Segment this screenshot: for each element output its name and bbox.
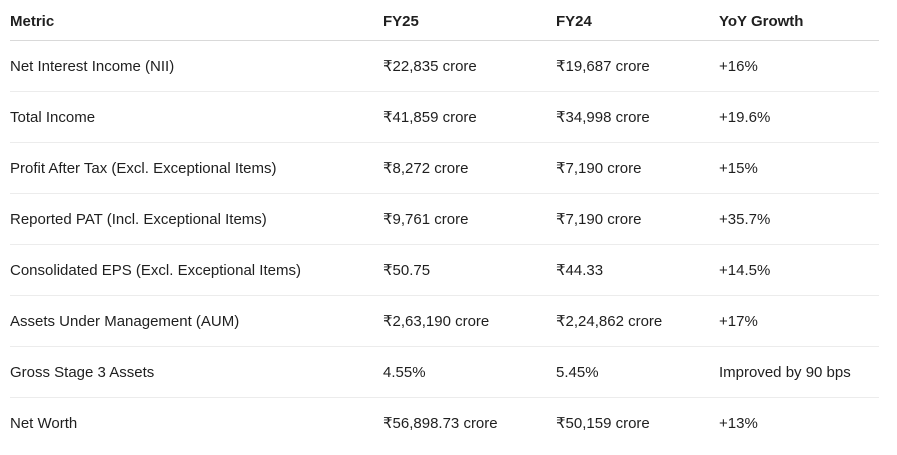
- table-row: Reported PAT (Incl. Exceptional Items) ₹…: [10, 194, 879, 245]
- fy25-cell: ₹50.75: [383, 262, 431, 279]
- yoy-growth-cell: +15%: [719, 159, 758, 177]
- table-row: Net Worth ₹56,898.73 crore ₹50,159 crore…: [10, 398, 879, 448]
- fy24-cell: ₹2,24,862 crore: [556, 313, 663, 330]
- yoy-growth-cell: +35.7%: [719, 210, 771, 228]
- fy24-cell: ₹44.33: [556, 262, 604, 279]
- yoy-growth-cell: +19.6%: [719, 108, 771, 126]
- fy25-cell: ₹8,272 crore: [383, 160, 469, 177]
- fy24-cell: 5.45%: [556, 363, 599, 381]
- table-row: Profit After Tax (Excl. Exceptional Item…: [10, 143, 879, 194]
- metric-cell: Profit After Tax (Excl. Exceptional Item…: [10, 159, 277, 177]
- table-row: Total Income ₹41,859 crore ₹34,998 crore…: [10, 92, 879, 143]
- table-row: Consolidated EPS (Excl. Exceptional Item…: [10, 245, 879, 296]
- column-header-fy25: FY25: [383, 12, 419, 30]
- financial-metrics-table: Metric FY25 FY24 YoY Growth Net Interest…: [10, 0, 879, 448]
- yoy-growth-cell: +14.5%: [719, 261, 771, 279]
- yoy-growth-cell: Improved by 90 bps: [719, 363, 851, 381]
- metric-cell: Net Interest Income (NII): [10, 57, 175, 75]
- metric-cell: Consolidated EPS (Excl. Exceptional Item…: [10, 261, 301, 279]
- column-header-yoy-growth: YoY Growth: [719, 12, 804, 30]
- fy24-cell: ₹7,190 crore: [556, 211, 642, 228]
- fy24-cell: ₹50,159 crore: [556, 415, 650, 432]
- yoy-growth-cell: +13%: [719, 414, 758, 432]
- fy25-cell: ₹22,835 crore: [383, 58, 477, 75]
- fy24-cell: ₹7,190 crore: [556, 160, 642, 177]
- metric-cell: Assets Under Management (AUM): [10, 312, 240, 330]
- column-header-metric: Metric: [10, 12, 55, 30]
- metric-cell: Net Worth: [10, 414, 78, 432]
- fy25-cell: ₹9,761 crore: [383, 211, 469, 228]
- metric-cell: Reported PAT (Incl. Exceptional Items): [10, 210, 267, 228]
- metric-cell: Total Income: [10, 108, 96, 126]
- metric-cell: Gross Stage 3 Assets: [10, 363, 155, 381]
- yoy-growth-cell: +17%: [719, 312, 758, 330]
- fy25-cell: 4.55%: [383, 363, 426, 381]
- column-header-fy24: FY24: [556, 12, 592, 30]
- fy24-cell: ₹19,687 crore: [556, 58, 650, 75]
- fy25-cell: ₹56,898.73 crore: [383, 415, 498, 432]
- table-row: Gross Stage 3 Assets 4.55% 5.45% Improve…: [10, 347, 879, 398]
- fy25-cell: ₹41,859 crore: [383, 109, 477, 126]
- fy24-cell: ₹34,998 crore: [556, 109, 650, 126]
- table-row: Assets Under Management (AUM) ₹2,63,190 …: [10, 296, 879, 347]
- yoy-growth-cell: +16%: [719, 57, 758, 75]
- table-header-row: Metric FY25 FY24 YoY Growth: [10, 0, 879, 41]
- table-row: Net Interest Income (NII) ₹22,835 crore …: [10, 41, 879, 92]
- fy25-cell: ₹2,63,190 crore: [383, 313, 490, 330]
